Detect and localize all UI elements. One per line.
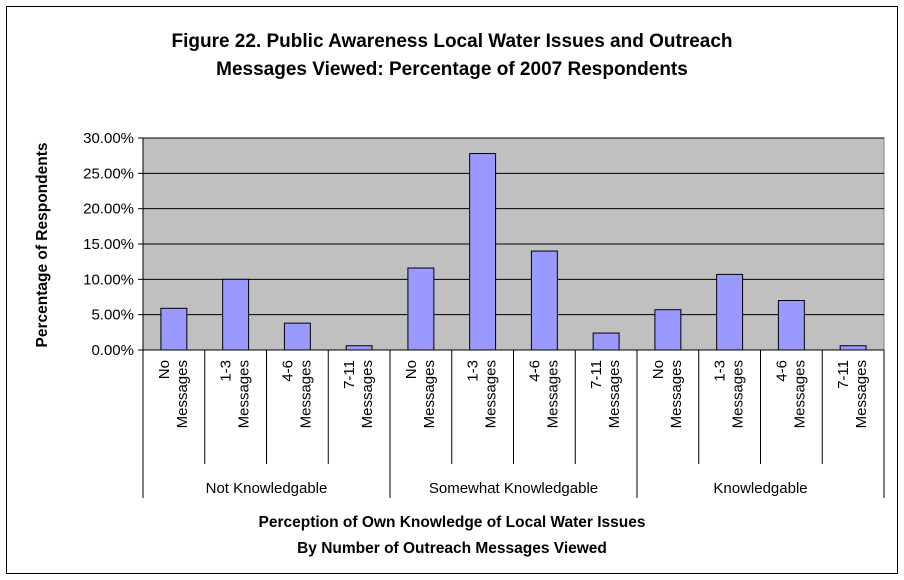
x-axis-title-line2: By Number of Outreach Messages Viewed	[297, 540, 607, 557]
x-category-label-line1: 7-11	[588, 360, 605, 389]
x-category-label-line2: Messages	[544, 360, 561, 428]
bar	[530, 250, 558, 351]
y-tick-label: 30.00%	[83, 130, 134, 147]
x-category-label-line1: 1-3	[712, 360, 729, 382]
bar	[160, 307, 188, 351]
y-tick-label: 20.00%	[83, 201, 134, 218]
x-category-label-line2: Messages	[853, 360, 870, 428]
y-tick-label: 25.00%	[83, 165, 134, 182]
x-category-label-line2: Messages	[174, 360, 191, 428]
x-category-label-line1: 1-3	[218, 360, 235, 382]
x-category-label-line2: Messages	[359, 360, 376, 428]
x-category-label-line2: Messages	[668, 360, 685, 428]
x-category-label-line2: Messages	[421, 360, 438, 428]
group-label: Knowledgable	[713, 480, 807, 497]
x-category-label-line1: 4-6	[773, 360, 790, 382]
group-label: Not Knowledgable	[206, 480, 328, 497]
y-tick-label: 15.00%	[83, 236, 134, 253]
y-tick-label: 5.00%	[91, 307, 134, 324]
group-label: Somewhat Knowledgable	[429, 480, 598, 497]
bar	[839, 345, 867, 351]
x-category-label-line1: 1-3	[465, 360, 482, 382]
x-category-label-line2: Messages	[483, 360, 500, 428]
x-axis-title-line1: Perception of Own Knowledge of Local Wat…	[258, 514, 646, 531]
x-category-label-line1: 4-6	[526, 360, 543, 382]
bar	[592, 332, 620, 351]
bar	[716, 273, 744, 351]
bar	[222, 278, 250, 351]
x-category-label-line1: No	[650, 360, 667, 379]
x-category-label-line2: Messages	[730, 360, 747, 428]
x-category-label-line2: Messages	[297, 360, 314, 428]
x-category-label-line1: No	[403, 360, 420, 379]
bar	[777, 300, 805, 351]
x-category-label-line1: No	[156, 360, 173, 379]
x-category-label-line2: Messages	[791, 360, 808, 428]
chart-title-line2: Messages Viewed: Percentage of 2007 Resp…	[216, 59, 688, 80]
bar	[654, 309, 682, 351]
x-category-label-line1: 7-11	[341, 360, 358, 389]
x-category-label-line2: Messages	[606, 360, 623, 428]
y-tick-label: 0.00%	[91, 342, 134, 359]
bar	[469, 153, 497, 351]
x-category-label-line1: 4-6	[279, 360, 296, 382]
bar	[345, 345, 373, 351]
chart-title-line1: Figure 22. Public Awareness Local Water …	[171, 31, 733, 52]
x-category-label-line2: Messages	[236, 360, 253, 428]
bar	[283, 322, 311, 351]
bar	[407, 267, 435, 351]
x-category-label-line1: 7-11	[835, 360, 852, 389]
y-axis-title: Percentage of Respondents	[34, 143, 51, 348]
y-tick-label: 10.00%	[83, 271, 134, 288]
